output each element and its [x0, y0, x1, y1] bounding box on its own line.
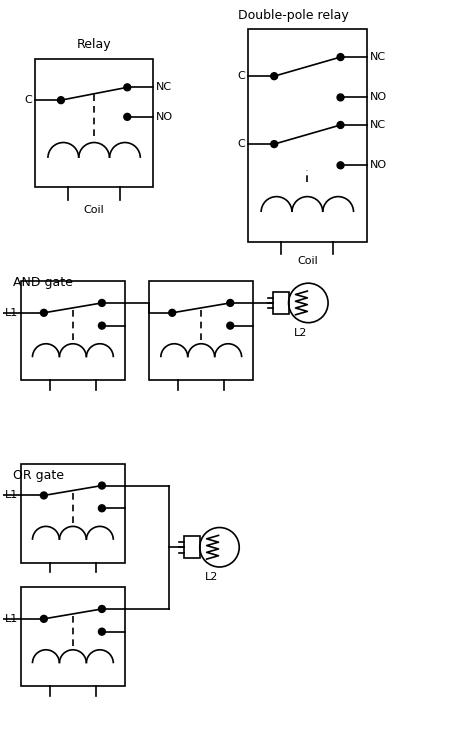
Text: C: C: [237, 71, 245, 81]
Circle shape: [40, 309, 47, 316]
Circle shape: [99, 628, 105, 635]
Bar: [248, 29, 366, 242]
Bar: [21, 587, 125, 686]
Circle shape: [124, 84, 131, 91]
Text: NO: NO: [370, 92, 387, 103]
Circle shape: [57, 97, 64, 104]
Text: L2: L2: [205, 572, 219, 582]
Circle shape: [124, 113, 131, 120]
Text: Coil: Coil: [297, 256, 318, 266]
Bar: [35, 59, 154, 188]
Text: L1: L1: [5, 490, 18, 500]
Text: NC: NC: [370, 120, 386, 130]
Circle shape: [271, 141, 278, 148]
Text: Coil: Coil: [84, 206, 104, 215]
Text: C: C: [24, 95, 32, 105]
Circle shape: [40, 492, 47, 499]
Text: Double-pole relay: Double-pole relay: [238, 8, 349, 22]
Circle shape: [40, 616, 47, 622]
Circle shape: [99, 482, 105, 489]
Circle shape: [99, 505, 105, 512]
Text: AND gate: AND gate: [13, 276, 73, 290]
Bar: [149, 281, 253, 380]
Text: NO: NO: [370, 160, 387, 170]
Text: L2: L2: [294, 328, 307, 338]
Circle shape: [337, 53, 344, 61]
Text: OR gate: OR gate: [13, 469, 64, 482]
Circle shape: [99, 605, 105, 613]
Text: NC: NC: [156, 82, 173, 92]
Bar: [21, 281, 125, 380]
Bar: [21, 464, 125, 562]
Text: Relay: Relay: [77, 38, 111, 51]
Circle shape: [99, 299, 105, 307]
Circle shape: [337, 122, 344, 128]
Text: NC: NC: [370, 52, 386, 62]
Text: L1: L1: [5, 308, 18, 318]
Circle shape: [227, 299, 234, 307]
Text: L1: L1: [5, 614, 18, 624]
Text: C: C: [237, 139, 245, 149]
Text: NO: NO: [156, 112, 173, 122]
Circle shape: [227, 322, 234, 329]
Circle shape: [271, 73, 278, 80]
Circle shape: [169, 309, 176, 316]
Circle shape: [337, 162, 344, 169]
Circle shape: [337, 94, 344, 100]
Bar: [184, 536, 200, 558]
Bar: [273, 292, 289, 314]
Circle shape: [99, 322, 105, 329]
